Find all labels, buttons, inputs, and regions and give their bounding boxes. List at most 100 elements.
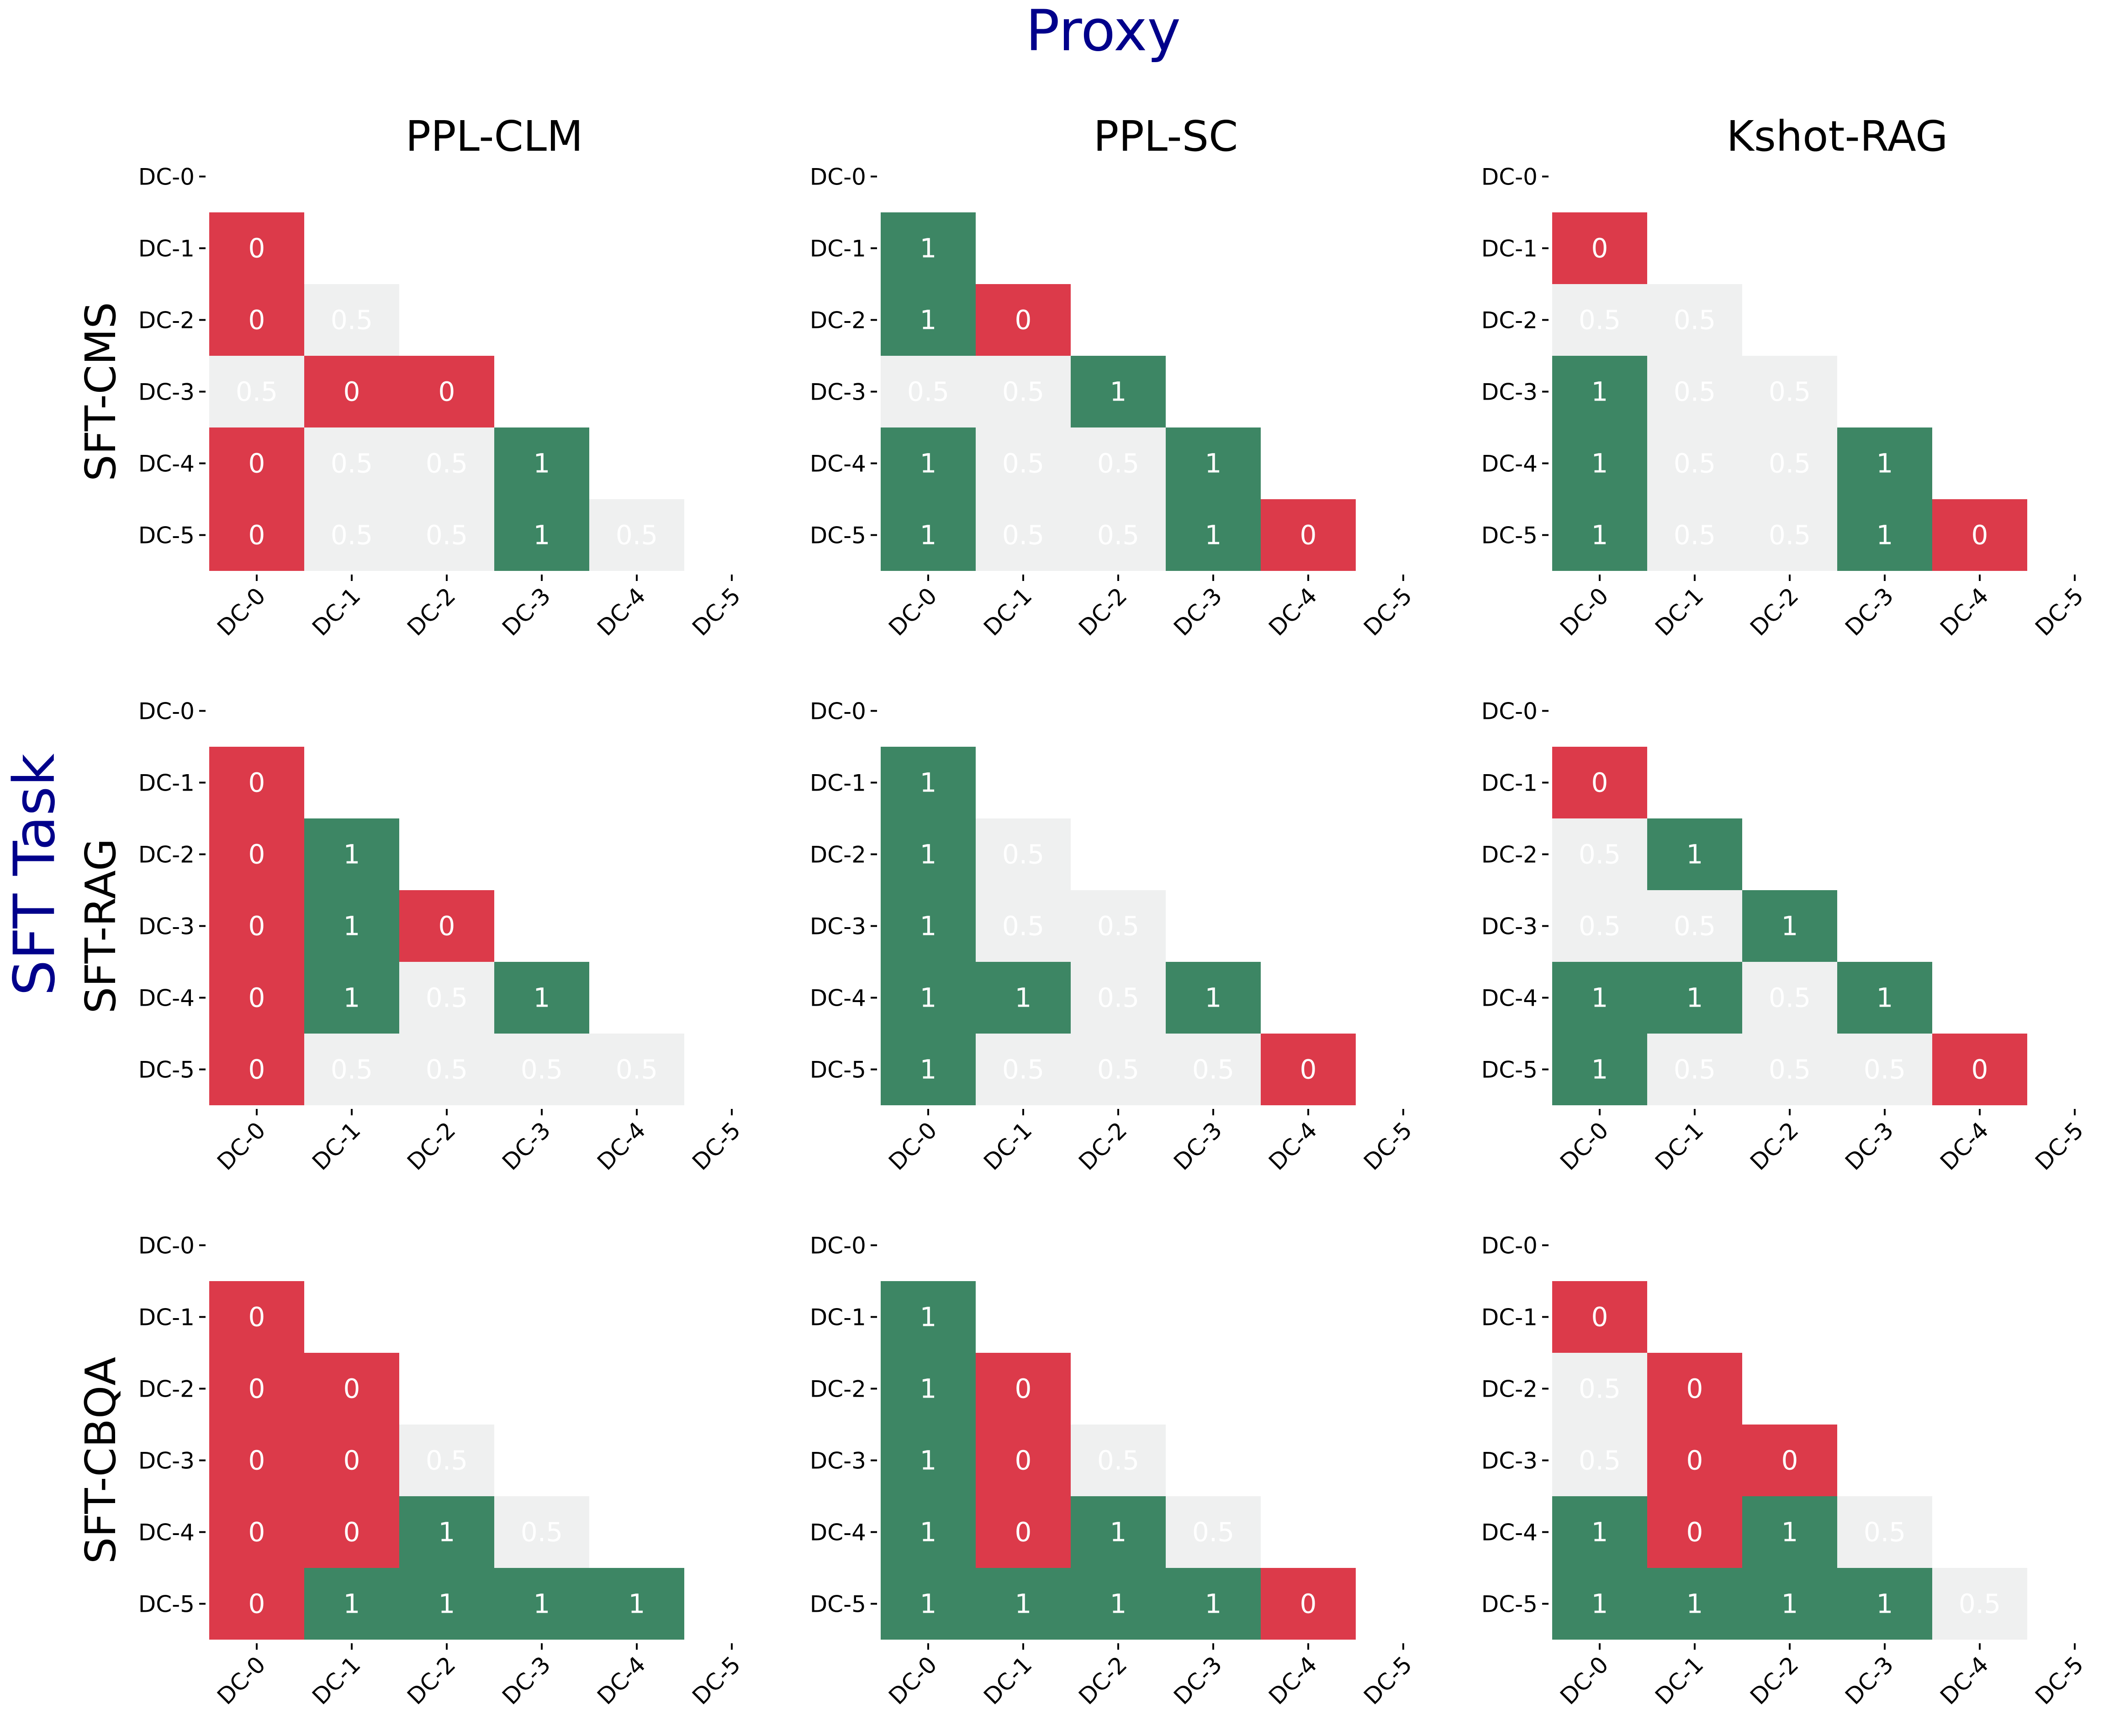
heatmap-cell: [976, 1353, 1071, 1425]
cell-value-label: 0.5: [1864, 1517, 1906, 1548]
y-tick-label: DC-2: [810, 1376, 866, 1403]
cell-value-label: 0.5: [1579, 911, 1621, 942]
y-tick-label: DC-4: [810, 1520, 866, 1546]
row-group-label: SFT Task: [2, 753, 68, 996]
cell-value-label: 1: [1110, 1588, 1127, 1620]
cell-value-label: 0: [344, 1517, 360, 1548]
heatmap-cell: [881, 1353, 976, 1425]
cell-value-label: 0.5: [1097, 520, 1139, 551]
heatmap-cell: [881, 890, 976, 962]
heatmap-cell: [881, 747, 976, 818]
y-tick-label: DC-1: [1481, 1304, 1538, 1331]
heatmap-cell: [1166, 499, 1261, 571]
y-tick-label: DC-0: [810, 1233, 866, 1259]
row-title: SFT-CMS: [76, 302, 125, 481]
y-tick-label: DC-2: [1481, 307, 1538, 334]
cell-value-label: 1: [920, 1445, 937, 1476]
cell-value-label: 0.5: [426, 520, 468, 551]
cell-value-label: 1: [920, 767, 937, 798]
heatmap-cell: [589, 1034, 684, 1105]
heatmap-cell: [1261, 1034, 1356, 1105]
cell-value-label: 0.5: [1864, 1054, 1906, 1085]
heatmap-cell: [1932, 499, 2027, 571]
heatmap-cell: [304, 499, 399, 571]
heatmap-cell: [399, 962, 494, 1034]
y-tick-label: DC-1: [138, 770, 195, 797]
heatmap-cell: [1552, 499, 1647, 571]
cell-value-label: 0: [248, 839, 265, 870]
cell-value-label: 1: [1781, 911, 1798, 942]
heatmap-cell: [1647, 1034, 1742, 1105]
y-tick-label: DC-5: [810, 1591, 866, 1618]
y-tick-label: DC-3: [138, 913, 195, 940]
heatmap-cell: [399, 1425, 494, 1496]
heatmap-cell: [1837, 427, 1932, 499]
y-tick-label: DC-3: [810, 1448, 866, 1474]
cell-value-label: 0: [248, 1588, 265, 1620]
heatmap-cell: [209, 1281, 304, 1353]
y-tick-label: DC-5: [1481, 1591, 1538, 1618]
cell-value-label: 0.5: [1769, 982, 1811, 1013]
heatmap-cell: [881, 284, 976, 356]
heatmap-cell: [881, 212, 976, 284]
y-tick-label: DC-0: [138, 164, 195, 190]
heatmap-cell: [304, 1496, 399, 1568]
heatmap-cell: [209, 890, 304, 962]
heatmap-cell: [304, 1034, 399, 1105]
heatmap-cell: [1647, 1496, 1742, 1568]
cell-value-label: 0: [1015, 1517, 1032, 1548]
cell-value-label: 1: [344, 839, 360, 870]
cell-value-label: 0.5: [1097, 448, 1139, 479]
cell-value-label: 1: [920, 1054, 937, 1085]
column-title: PPL-SC: [1094, 112, 1238, 161]
cell-value-label: 1: [920, 448, 937, 479]
heatmap-cell: [304, 1425, 399, 1496]
heatmap-cell: [1837, 499, 1932, 571]
cell-value-label: 0.5: [331, 520, 373, 551]
y-tick-label: DC-5: [810, 522, 866, 549]
heatmap-cell: [1071, 356, 1166, 427]
y-tick-label: DC-5: [810, 1057, 866, 1083]
cell-value-label: 1: [439, 1588, 455, 1620]
cell-value-label: 1: [534, 1588, 550, 1620]
y-tick-label: DC-0: [1481, 698, 1538, 725]
cell-value-label: 0.5: [1579, 1373, 1621, 1404]
heatmap-cell: [1647, 890, 1742, 962]
y-tick-label: DC-5: [138, 1591, 195, 1618]
cell-value-label: 0.5: [1097, 1445, 1139, 1476]
heatmap-cell: [494, 1568, 589, 1640]
y-tick-label: DC-1: [138, 236, 195, 262]
cell-value-label: 1: [1876, 448, 1893, 479]
cell-value-label: 1: [1591, 1517, 1608, 1548]
y-tick-label: DC-3: [138, 1448, 195, 1474]
cell-value-label: 0.5: [1002, 1054, 1044, 1085]
heatmap-cell: [209, 747, 304, 818]
heatmap-cell: [209, 1568, 304, 1640]
cell-value-label: 0: [1972, 520, 1988, 551]
cell-value-label: 0: [344, 1373, 360, 1404]
heatmap-cell: [209, 499, 304, 571]
cell-value-label: 1: [920, 839, 937, 870]
heatmap-cell: [1647, 818, 1742, 890]
heatmap-cell: [1552, 818, 1647, 890]
cell-value-label: 0: [248, 911, 265, 942]
cell-value-label: 0: [439, 376, 455, 407]
cell-value-label: 0.5: [1674, 376, 1716, 407]
heatmap-cell: [494, 427, 589, 499]
cell-value-label: 0.5: [1097, 911, 1139, 942]
heatmap-cell: [1552, 1353, 1647, 1425]
cell-value-label: 1: [920, 911, 937, 942]
y-tick-label: DC-5: [1481, 522, 1538, 549]
cell-value-label: 1: [1205, 448, 1222, 479]
cell-value-label: 0.5: [1674, 911, 1716, 942]
heatmap-cell: [209, 427, 304, 499]
y-tick-label: DC-3: [1481, 913, 1538, 940]
heatmap-cell: [1552, 747, 1647, 818]
heatmap-cell: [209, 1496, 304, 1568]
column-title: PPL-CLM: [406, 112, 583, 161]
y-tick-label: DC-3: [810, 913, 866, 940]
y-tick-label: DC-4: [138, 1520, 195, 1546]
y-tick-label: DC-4: [810, 985, 866, 1012]
cell-value-label: 0.5: [521, 1054, 563, 1085]
heatmap-cell: [304, 427, 399, 499]
